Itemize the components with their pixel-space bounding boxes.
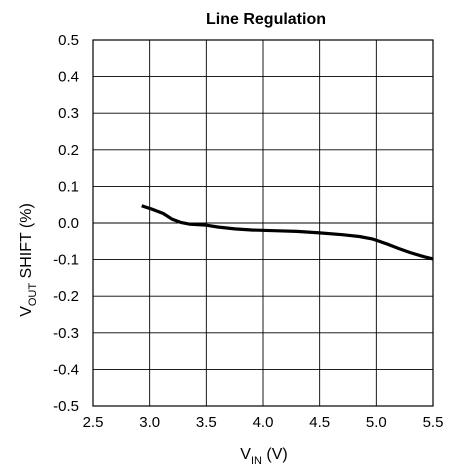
y-tick-label: -0.4 <box>53 361 79 378</box>
x-tick-label: 5.0 <box>366 414 387 431</box>
grid <box>93 40 433 406</box>
x-axis-label-unit: (V) <box>262 446 288 463</box>
chart-title: Line Regulation <box>206 11 326 28</box>
y-tick-label: -0.2 <box>53 288 79 305</box>
y-axis-label-sub: OUT <box>27 283 39 307</box>
y-axis-label-main: V <box>18 306 35 317</box>
y-tick-label: -0.1 <box>53 252 79 269</box>
y-tick-label: -0.3 <box>53 325 79 342</box>
x-tick-label: 2.5 <box>83 414 104 431</box>
y-tick-label: 0.1 <box>58 178 79 195</box>
tick-labels: 2.5 3.0 3.5 4.0 4.5 5.0 5.5 0.5 0.4 0.3 0.2 0.1 0.0 -… <box>53 32 443 431</box>
y-tick-label: 0.0 <box>58 215 79 232</box>
y-axis-label: VOUT SHIFT (%) <box>18 203 39 317</box>
y-tick-label: 0.5 <box>58 32 79 49</box>
x-tick-label: 5.5 <box>423 414 444 431</box>
y-axis-label-unit: SHIFT (%) <box>18 203 35 283</box>
x-axis-label: VIN (V) <box>240 446 287 467</box>
series-layer <box>141 204 434 261</box>
plot-frame <box>92 39 434 407</box>
x-tick-label: 4.0 <box>253 414 274 431</box>
y-tick-label: 0.2 <box>58 142 79 159</box>
series-line <box>141 204 434 261</box>
y-tick-label: -0.5 <box>53 398 79 415</box>
x-tick-label: 3.5 <box>196 414 217 431</box>
y-tick-label: 0.3 <box>58 105 79 122</box>
y-tick-label: 0.4 <box>58 69 79 86</box>
x-tick-label: 3.0 <box>139 414 160 431</box>
x-axis-label-sub: IN <box>251 455 262 467</box>
x-tick-label: 4.5 <box>309 414 330 431</box>
x-axis-label-main: V <box>240 446 251 463</box>
